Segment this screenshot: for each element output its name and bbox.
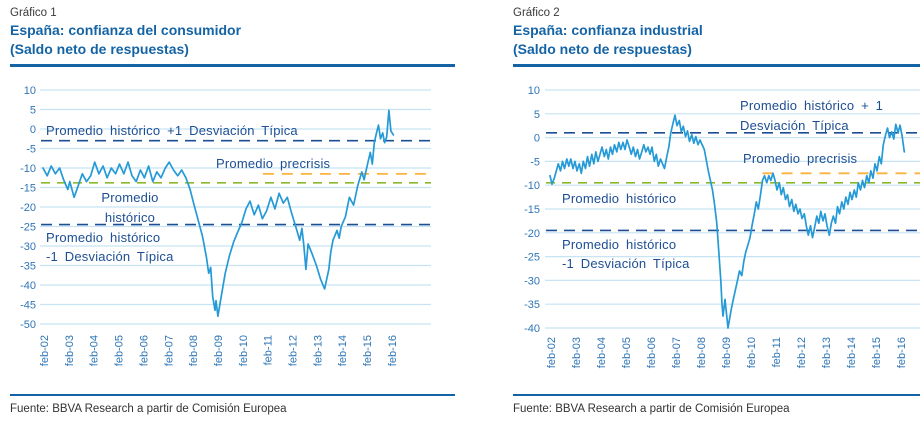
y-tick-label: -40: [524, 323, 540, 335]
annotation-label: Promedio histórico: [562, 191, 676, 206]
chart-header: Gráfico 2 España: confianza industrial (…: [462, 0, 924, 59]
chart-title: España: confianza del consumidor: [10, 22, 242, 38]
y-tick-label: -35: [20, 261, 36, 273]
x-tick-label: feb-07: [163, 335, 175, 366]
x-tick-label: feb-16: [387, 335, 399, 366]
x-tick-label: feb-10: [746, 337, 758, 368]
x-tick-label: feb-05: [114, 335, 126, 366]
chart-title: España: confianza industrial: [513, 22, 703, 38]
footer-rule: [10, 394, 455, 396]
annotation-label: Promedio: [101, 190, 158, 205]
y-tick-label: 5: [534, 109, 540, 121]
y-tick-label: 10: [528, 85, 540, 97]
chart-subtitle: (Saldo neto de respuestas): [10, 41, 189, 57]
annotation-label: Promedio histórico +1 Desviación Típica: [46, 123, 298, 138]
x-tick-label: feb-16: [896, 337, 908, 368]
source-text: Fuente: BBVA Research a partir de Comisi…: [513, 403, 790, 415]
y-tick-label: -30: [20, 241, 36, 253]
x-tick-label: feb-07: [671, 337, 683, 368]
y-tick-label: 5: [30, 105, 36, 117]
y-tick-label: -5: [26, 144, 36, 156]
x-tick-label: feb-08: [188, 335, 200, 366]
x-tick-label: feb-14: [337, 335, 349, 366]
annotation-label: Desviación Típica: [740, 118, 849, 133]
x-tick-label: feb-03: [571, 337, 583, 368]
y-tick-label: 0: [534, 133, 540, 145]
x-tick-label: feb-12: [796, 337, 808, 368]
x-tick-label: feb-13: [312, 335, 324, 366]
x-tick-label: feb-10: [238, 335, 250, 366]
annotation-label: Promedio histórico + 1: [740, 98, 883, 113]
series-line: [42, 109, 395, 318]
x-tick-label: feb-12: [288, 335, 300, 366]
x-tick-label: feb-09: [213, 335, 225, 366]
x-tick-label: feb-13: [821, 337, 833, 368]
consumer-confidence-panel: Gráfico 1 España: confianza del consumid…: [0, 0, 462, 415]
y-tick-label: -45: [20, 300, 36, 312]
y-tick-label: -20: [524, 228, 540, 240]
annotation-label: Promedio histórico: [46, 230, 160, 245]
y-tick-label: -25: [524, 252, 540, 264]
y-tick-label: 10: [24, 85, 36, 97]
x-tick-label: feb-02: [546, 337, 558, 368]
x-tick-label: feb-02: [39, 335, 51, 366]
chart-header: Gráfico 1 España: confianza del consumid…: [0, 0, 462, 59]
annotation-label: Promedio histórico: [562, 237, 676, 252]
y-tick-label: -25: [20, 222, 36, 234]
x-tick-label: feb-15: [871, 337, 883, 368]
y-tick-label: -15: [524, 204, 540, 216]
footer-rule: [513, 394, 920, 396]
annotation-label: Promedio precrisis: [743, 151, 858, 166]
annotation-label: -1 Desviación Típica: [46, 249, 174, 264]
x-tick-label: feb-06: [138, 335, 150, 366]
x-tick-label: feb-11: [771, 337, 783, 367]
annotation-label: -1 Desviación Típica: [562, 256, 690, 271]
x-tick-label: feb-15: [362, 335, 374, 366]
title-rule: [10, 64, 455, 67]
x-tick-label: feb-03: [64, 335, 76, 366]
x-tick-label: feb-04: [596, 337, 608, 368]
chart-subtitle: (Saldo neto de respuestas): [513, 41, 692, 57]
industrial-confidence-panel: Gráfico 2 España: confianza industrial (…: [462, 0, 924, 427]
source-text: Fuente: BBVA Research a partir de Comisi…: [10, 403, 287, 415]
y-tick-label: -40: [20, 280, 36, 292]
x-tick-label: feb-04: [89, 335, 101, 366]
chart-kicker: Gráfico 2: [513, 7, 560, 19]
y-tick-label: -10: [524, 180, 540, 192]
industrial-confidence-chart: 10 5 0 -5 -10 -15 -20 -25 -30 -35 -40 feb-02 feb-03 f…: [524, 85, 920, 368]
y-tick-label: 0: [30, 124, 36, 136]
y-tick-label: -35: [524, 299, 540, 311]
y-tick-label: -15: [20, 183, 36, 195]
y-tick-label: -20: [20, 202, 36, 214]
x-tick-label: feb-05: [621, 337, 633, 368]
x-tick-label: feb-09: [721, 337, 733, 368]
title-rule: [513, 64, 920, 67]
y-tick-label: -10: [20, 163, 36, 175]
x-tick-label: feb-14: [846, 337, 858, 368]
annotation-label: Promedio precrisis: [216, 156, 331, 171]
x-tick-label: feb-06: [646, 337, 658, 368]
y-tick-label: -5: [530, 156, 540, 168]
series-line: [549, 114, 906, 329]
x-tick-label: feb-08: [696, 337, 708, 368]
x-tick-label: feb-11: [263, 335, 275, 365]
annotation-label: histórico: [105, 210, 155, 225]
y-tick-label: -30: [524, 275, 540, 287]
chart-kicker: Gráfico 1: [10, 7, 57, 19]
y-tick-label: -50: [20, 319, 36, 331]
